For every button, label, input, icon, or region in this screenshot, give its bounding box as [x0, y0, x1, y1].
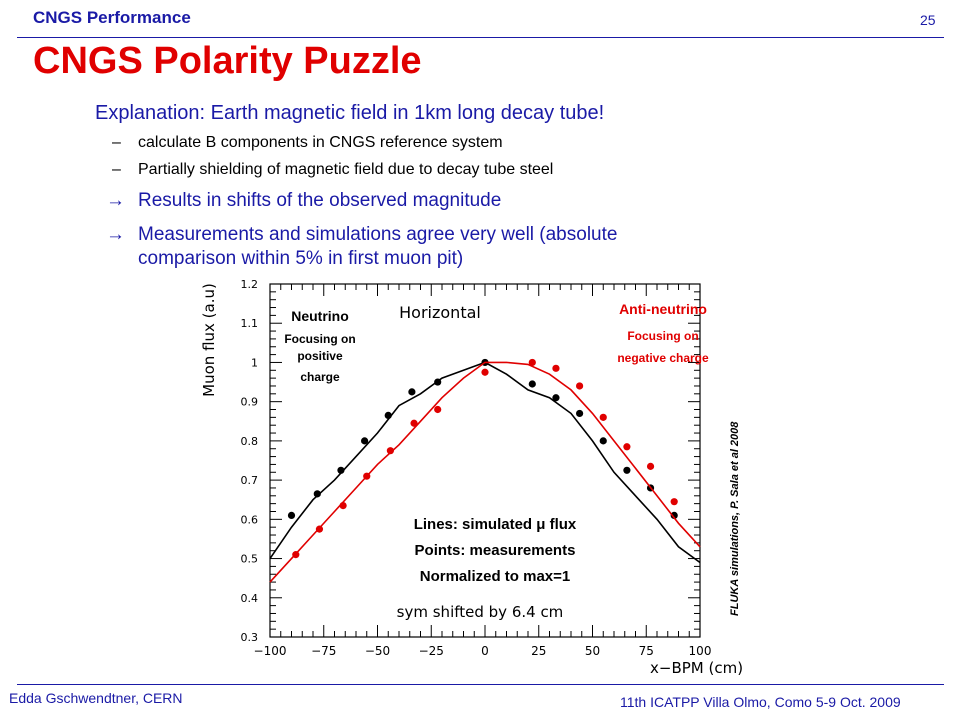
- data-point: [528, 380, 536, 388]
- data-point: [408, 388, 416, 396]
- series-line: [269, 361, 701, 583]
- x-tick-label: −100: [254, 644, 287, 658]
- data-point: [386, 447, 394, 455]
- antineutrino-label: Anti-neutrino: [619, 301, 707, 317]
- x-tick-label: 100: [689, 644, 712, 658]
- data-point: [670, 511, 678, 520]
- chart-axes: 0.3 0.4 0.5 0.6 0.7 0.8 0.9 1 1.1 1.2 −100 −75 −50 −2…: [241, 278, 712, 658]
- data-point: [552, 364, 560, 372]
- bullet-1: calculate B components in CNGS reference…: [138, 134, 503, 151]
- arrow-bullet-1: Results in shifts of the observed magnit…: [138, 190, 502, 211]
- neutrino-sub-2: positive: [297, 349, 343, 363]
- data-point: [599, 413, 607, 421]
- data-point: [576, 382, 584, 390]
- x-tick-label: 75: [639, 644, 654, 658]
- bullet-dash: –: [112, 161, 121, 178]
- x-tick-label: −75: [311, 644, 336, 658]
- neutrino-sub-3: charge: [300, 370, 340, 384]
- footer-rule: [17, 684, 944, 685]
- muon-flux-chart: 0.3 0.4 0.5 0.6 0.7 0.8 0.9 1 1.1 1.2 −100 −75 −50 −2…: [200, 278, 743, 677]
- data-point: [576, 409, 584, 418]
- y-tick-label: 1: [251, 356, 258, 369]
- y-tick-label: 0.3: [241, 631, 259, 644]
- data-point: [287, 511, 296, 520]
- x-tick-label: −50: [365, 644, 390, 658]
- data-point: [410, 419, 418, 427]
- x-tick-label: 50: [585, 644, 600, 658]
- x-tick-label: −25: [419, 644, 444, 658]
- header-rule: [17, 37, 944, 38]
- y-axis-label: Muon flux (a.u): [200, 283, 218, 397]
- bullet-dash: –: [112, 134, 121, 151]
- neutrino-label: Neutrino: [291, 308, 349, 324]
- data-point: [623, 443, 631, 451]
- arrow-icon: →: [106, 224, 125, 245]
- chart-title: Horizontal: [399, 303, 481, 322]
- data-point: [313, 490, 321, 498]
- y-tick-label: 0.5: [241, 553, 259, 566]
- slide-title: CNGS Polarity Puzzle: [33, 40, 422, 82]
- section-title: CNGS Performance: [33, 8, 191, 27]
- data-point: [361, 437, 369, 445]
- y-tick-label: 0.6: [241, 513, 259, 526]
- sym-shift-note: sym shifted by 6.4 cm: [397, 603, 564, 621]
- antineutrino-sub-1: Focusing on: [627, 329, 698, 343]
- x-tick-label: 0: [481, 644, 489, 658]
- data-point: [670, 498, 678, 506]
- legend-line-1: Lines: simulated μ flux: [414, 516, 577, 533]
- x-axis-label: x−BPM (cm): [650, 659, 743, 677]
- data-point: [434, 405, 442, 414]
- data-point: [646, 462, 655, 470]
- arrow-icon: →: [106, 190, 125, 211]
- x-tick-label: 25: [531, 644, 546, 658]
- neutrino-sub-1: Focusing on: [284, 332, 355, 346]
- data-point: [552, 394, 560, 402]
- legend-line-2: Points: measurements: [415, 542, 576, 559]
- chart-series: [269, 358, 701, 583]
- arrow-bullet-2-cont: comparison within 5% in first muon pit): [138, 248, 464, 269]
- footer-event: 11th ICATPP Villa Olmo, Como 5-9 Oct. 20…: [620, 694, 901, 710]
- y-tick-label: 1.2: [241, 278, 259, 291]
- bullet-2: Partially shielding of magnetic field du…: [138, 161, 554, 178]
- data-point: [528, 358, 536, 367]
- footer-author: Edda Gschwendtner, CERN: [9, 690, 183, 706]
- fluka-credit: FLUKA simulations, P. Sala et al 2008: [729, 421, 741, 616]
- page-number: 25: [920, 12, 936, 28]
- legend-line-3: Normalized to max=1: [420, 568, 570, 585]
- y-tick-label: 0.7: [241, 474, 259, 487]
- arrow-bullet-2: Measurements and simulations agree very …: [138, 224, 618, 245]
- antineutrino-sub-2: negative charge: [617, 351, 709, 365]
- y-tick-label: 0.8: [241, 435, 259, 448]
- y-tick-label: 1.1: [241, 317, 259, 330]
- y-tick-label: 0.4: [241, 592, 259, 605]
- data-point: [481, 368, 489, 376]
- y-tick-label: 0.9: [241, 396, 259, 409]
- data-point: [623, 466, 631, 474]
- data-point: [599, 437, 607, 445]
- lead-text: Explanation: Earth magnetic field in 1km…: [95, 102, 605, 124]
